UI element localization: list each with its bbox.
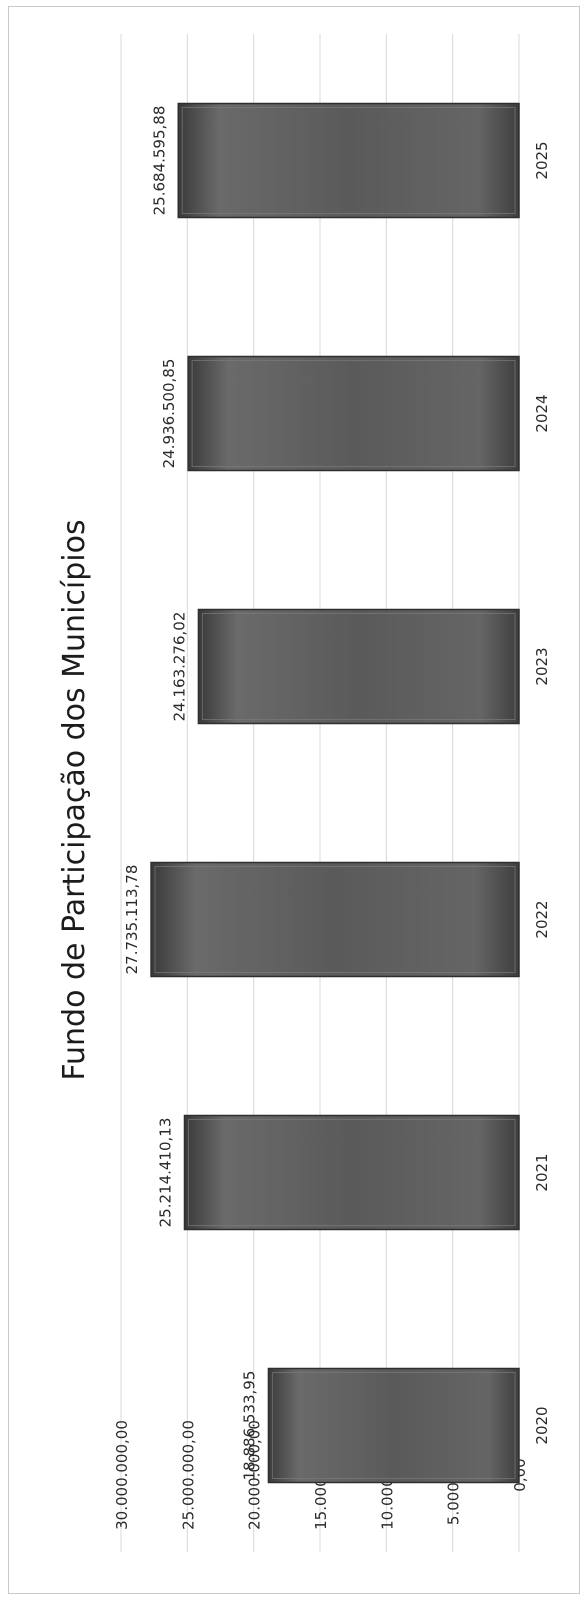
bar-bevel xyxy=(187,1119,516,1226)
data-label: 27.735.113,78 xyxy=(123,865,141,975)
data-label: 18.886.533,95 xyxy=(240,1371,258,1481)
bars xyxy=(150,102,520,1484)
bar-bevel xyxy=(181,107,516,214)
category-label: 2021 xyxy=(533,1153,551,1191)
bar xyxy=(150,861,520,978)
bar xyxy=(183,1114,520,1231)
data-label: 24.936.500,85 xyxy=(160,359,178,469)
bar xyxy=(197,608,520,725)
bar-bevel xyxy=(154,866,516,973)
tick-label: 30.000.000,00 xyxy=(113,1420,131,1530)
bar-bevel xyxy=(191,360,516,467)
bar xyxy=(187,355,520,472)
tick-label: 20.000.000,00 xyxy=(246,1420,264,1530)
data-label: 25.684.595,88 xyxy=(150,106,168,216)
bar xyxy=(267,1367,520,1484)
tick-label: 25.000.000,00 xyxy=(179,1420,197,1530)
category-label: 2020 xyxy=(533,1406,551,1444)
category-label: 2022 xyxy=(533,900,551,938)
chart-title: Fundo de Participação dos Municípios xyxy=(57,519,92,1080)
bar xyxy=(177,102,520,219)
gridlines xyxy=(120,34,520,1552)
bar-bevel xyxy=(201,613,516,720)
chart-frame xyxy=(8,6,580,1594)
category-label: 2025 xyxy=(533,141,551,179)
data-label: 24.163.276,02 xyxy=(170,612,188,722)
category-axis: 2020 2021 2022 2023 2024 2025 xyxy=(533,141,551,1444)
category-label: 2024 xyxy=(533,394,551,432)
data-labels: 18.886.533,95 25.214.410,13 27.735.113,78 2… xyxy=(123,106,258,1481)
category-label: 2023 xyxy=(533,647,551,685)
data-label: 25.214.410,13 xyxy=(156,1118,174,1228)
bar-bevel xyxy=(271,1372,516,1479)
